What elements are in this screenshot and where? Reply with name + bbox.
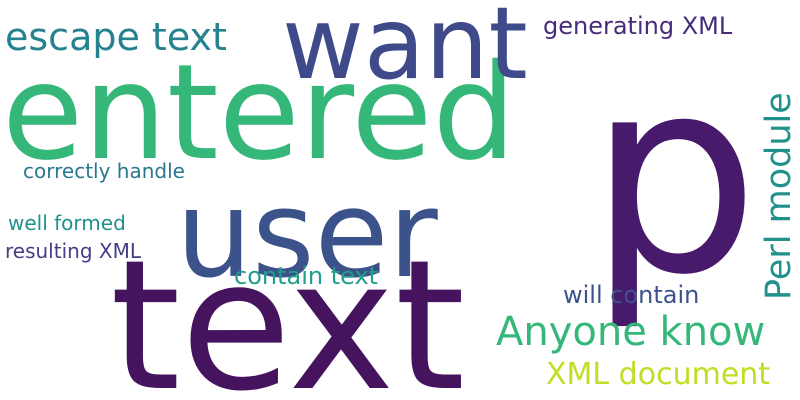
- word-well-formed: well formed: [8, 211, 126, 235]
- word-xml-document: XML document: [546, 357, 770, 392]
- word-p: p: [588, 19, 759, 334]
- word-escape-text: escape text: [5, 15, 227, 59]
- word-anyone-know: Anyone know: [496, 309, 765, 355]
- word-contain-text: contain text: [234, 262, 378, 290]
- word-text: text: [110, 222, 465, 400]
- word-generating-xml: generating XML: [543, 12, 733, 40]
- word-want: want: [282, 0, 528, 102]
- word-entered: entered: [2, 36, 516, 190]
- word-will-contain: will contain: [563, 281, 699, 309]
- word-correctly-handle: correctly handle: [23, 159, 185, 183]
- word-perl-module: Perl module: [759, 92, 799, 300]
- word-user: user: [176, 166, 438, 305]
- word-resulting-xml: resulting XML: [5, 239, 142, 263]
